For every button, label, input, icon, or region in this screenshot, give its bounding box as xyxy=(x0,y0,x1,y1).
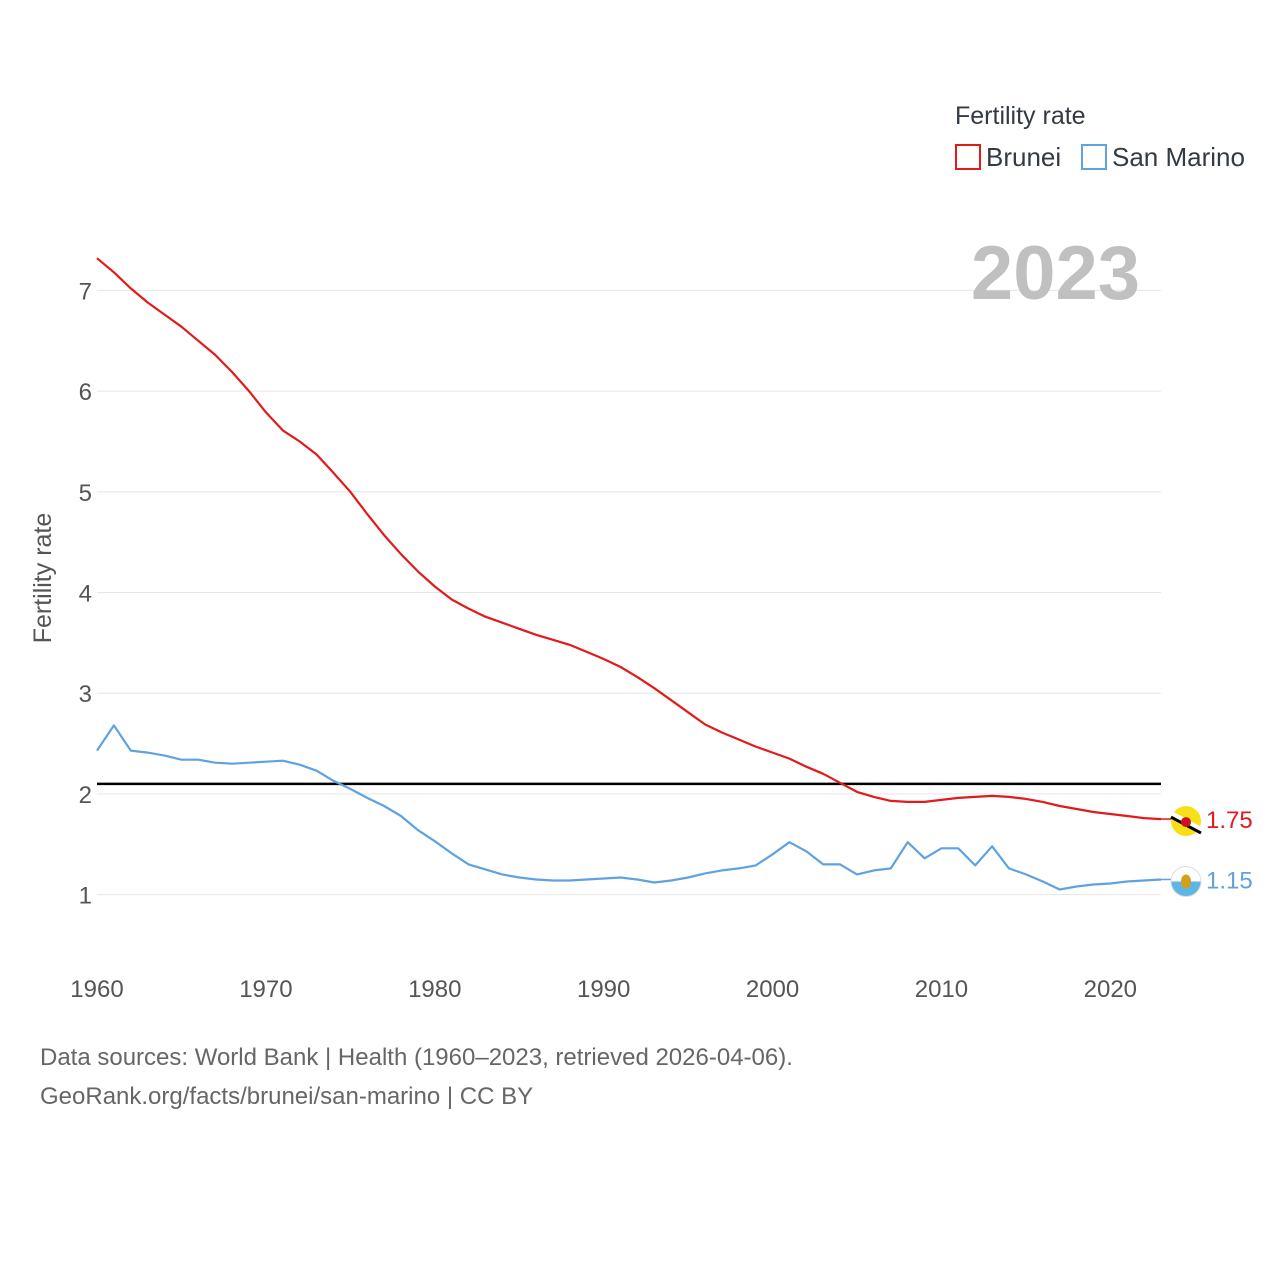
y-tick-label: 7 xyxy=(79,278,92,305)
x-tick-label: 2020 xyxy=(1084,976,1137,1003)
y-tick-label: 6 xyxy=(79,379,92,406)
y-tick-label: 1 xyxy=(79,883,92,910)
end-value-brunei: 1.75 xyxy=(1206,807,1253,834)
legend-swatch-san-marino xyxy=(1081,144,1107,170)
y-tick-label: 3 xyxy=(79,681,92,708)
legend-item-san-marino[interactable]: San Marino xyxy=(1081,142,1245,172)
series-line-brunei xyxy=(96,257,1162,821)
x-tick-label: 1970 xyxy=(239,976,292,1003)
y-axis-ticks: 1 2 3 4 5 6 7 xyxy=(79,278,92,909)
legend: Fertility rate Brunei San Marino xyxy=(955,102,1245,172)
end-value-san-marino: 1.15 xyxy=(1206,867,1253,894)
series-line-san-marino xyxy=(96,724,1162,891)
x-tick-label: 2000 xyxy=(746,976,799,1003)
legend-title: Fertility rate xyxy=(955,102,1086,130)
x-tick-label: 1960 xyxy=(70,976,123,1003)
flag-icon-san-marino xyxy=(1170,865,1202,897)
x-tick-label: 2010 xyxy=(915,976,968,1003)
legend-item-brunei[interactable]: Brunei xyxy=(955,142,1061,172)
x-tick-label: 1990 xyxy=(577,976,630,1003)
end-markers: 1.75 1.15 xyxy=(1161,806,1253,897)
year-watermark: 2023 xyxy=(971,231,1140,316)
y-tick-label: 4 xyxy=(79,581,92,608)
legend-label-brunei: Brunei xyxy=(986,142,1061,172)
data-source-note: Data sources: World Bank | Health (1960–… xyxy=(40,1044,793,1071)
flag-icon-brunei xyxy=(1169,806,1203,837)
y-tick-label: 5 xyxy=(79,480,92,507)
x-tick-label: 1980 xyxy=(408,976,461,1003)
y-axis-title: Fertility rate xyxy=(29,513,57,644)
y-tick-label: 2 xyxy=(79,782,92,809)
legend-label-san-marino: San Marino xyxy=(1112,142,1245,172)
attribution-link[interactable]: GeoRank.org/facts/brunei/san-marino | CC… xyxy=(40,1083,534,1110)
x-axis-ticks: 1960 1970 1980 1990 2000 2010 2020 xyxy=(70,976,1137,1003)
series-lines xyxy=(96,257,1162,891)
legend-swatch-brunei xyxy=(955,144,981,170)
grid-lines xyxy=(97,289,1161,896)
